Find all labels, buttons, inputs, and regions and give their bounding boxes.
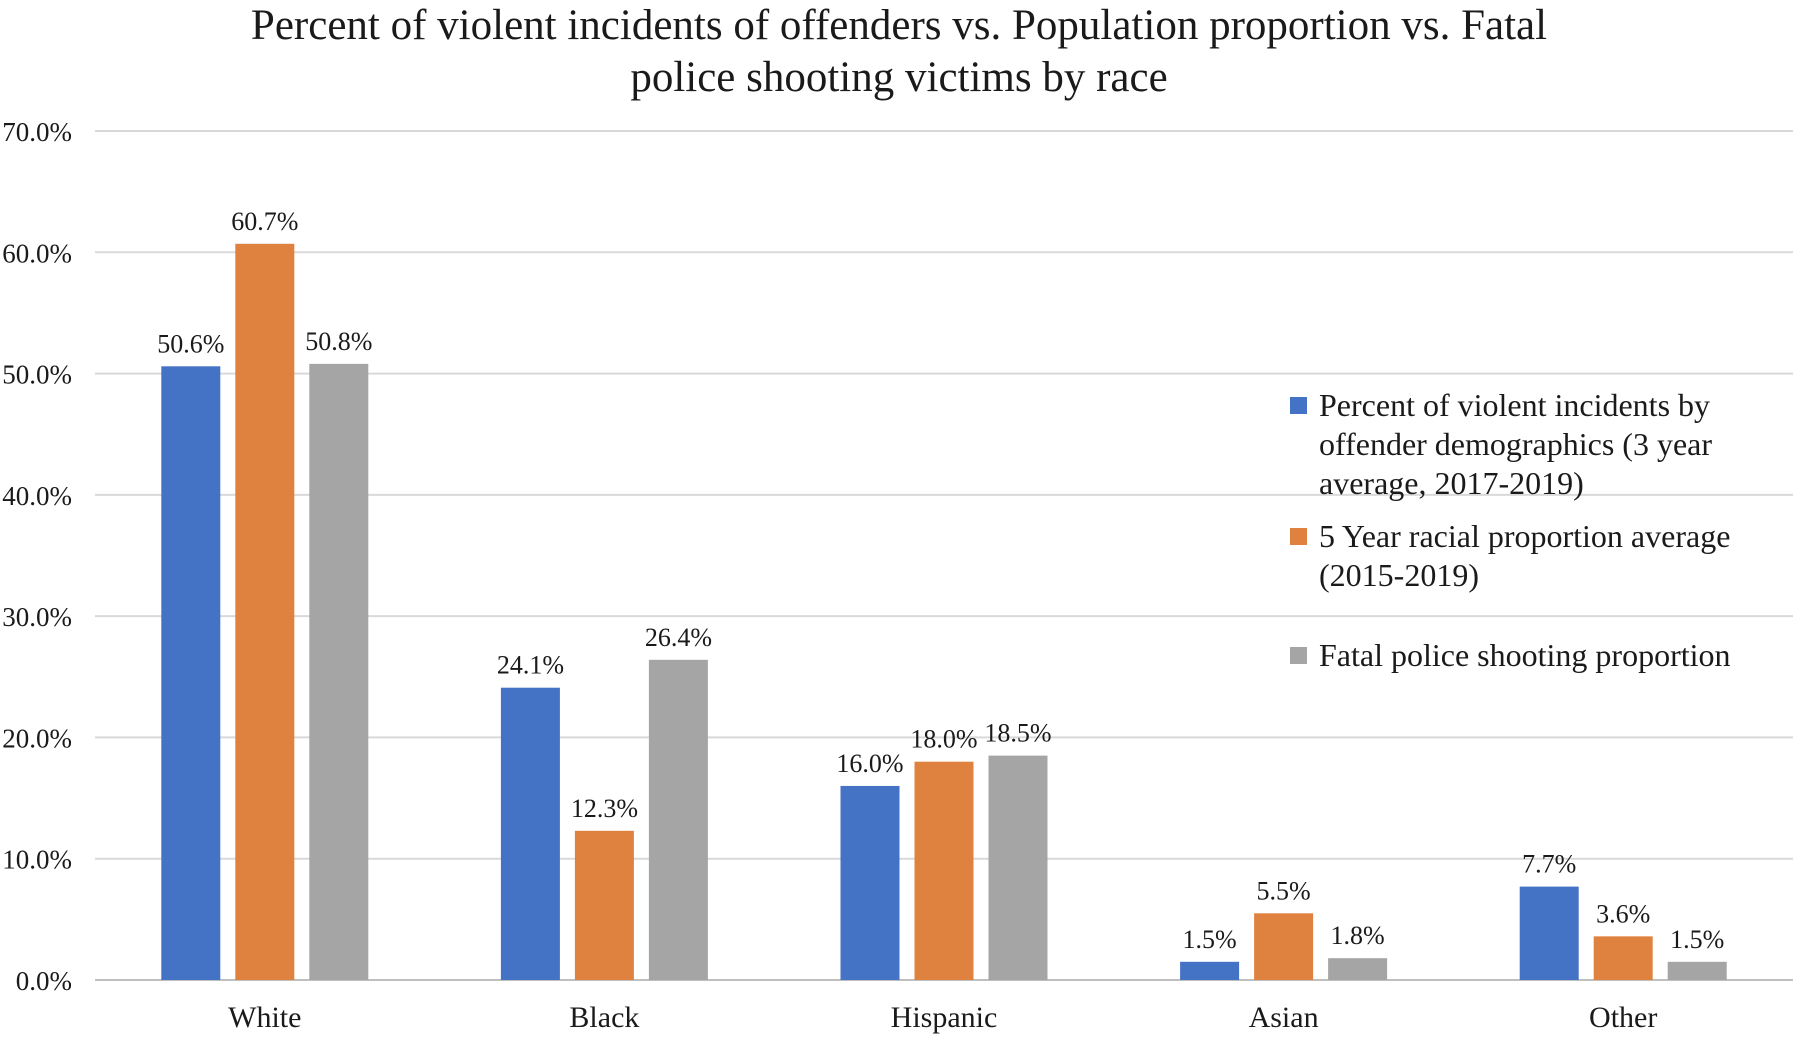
data-label: 3.6% xyxy=(1596,899,1650,928)
bar-asian-series-1 xyxy=(1180,961,1240,980)
y-tick-label: 10.0% xyxy=(2,845,72,875)
x-category-label: Other xyxy=(1589,1001,1657,1034)
bar-hispanic-series-2 xyxy=(914,761,974,980)
data-label: 1.8% xyxy=(1331,921,1385,950)
chart-title-line-1: Percent of violent incidents of offender… xyxy=(250,2,1548,49)
bar-black-series-1 xyxy=(500,687,560,980)
data-label: 18.5% xyxy=(984,719,1051,748)
data-label: 50.6% xyxy=(157,329,224,358)
bar-white-series-1 xyxy=(161,366,221,980)
legend-label-line: Percent of violent incidents by xyxy=(1319,387,1711,423)
legend-swatch-orange xyxy=(1290,528,1307,545)
data-label: 1.5% xyxy=(1670,925,1724,954)
x-category-label: Hispanic xyxy=(891,1001,998,1034)
x-category-label: Asian xyxy=(1249,1001,1319,1034)
data-label: 12.3% xyxy=(571,794,638,823)
bar-black-series-2 xyxy=(574,830,634,980)
chart-title-line-2: police shooting victims by race xyxy=(630,54,1168,101)
legend-item-offender-demographics: Percent of violent incidents by offender… xyxy=(1290,386,1790,503)
legend-label-line: average, 2017-2019) xyxy=(1319,465,1584,501)
data-label: 24.1% xyxy=(497,651,564,680)
data-label: 16.0% xyxy=(836,749,903,778)
data-label: 5.5% xyxy=(1257,876,1311,905)
legend-label-line: (2015-2019) xyxy=(1319,557,1479,593)
y-tick-label: 50.0% xyxy=(2,360,72,390)
data-label: 1.5% xyxy=(1183,925,1237,954)
data-label: 7.7% xyxy=(1522,850,1576,879)
legend-swatch-gray xyxy=(1290,647,1307,664)
data-label: 60.7% xyxy=(231,207,298,236)
y-tick-label: 70.0% xyxy=(2,117,72,147)
bar-other-series-1 xyxy=(1519,886,1579,980)
chart-legend: Percent of violent incidents by offender… xyxy=(1290,386,1790,675)
bar-hispanic-series-3 xyxy=(988,755,1048,980)
bar-white-series-2 xyxy=(235,243,295,980)
legend-item-racial-proportion: 5 Year racial proportion average (2015-2… xyxy=(1290,517,1790,595)
bar-asian-series-2 xyxy=(1254,913,1314,980)
x-category-label: White xyxy=(228,1001,301,1034)
chart-title: Percent of violent incidents of offender… xyxy=(0,0,1798,104)
legend-label-line: 5 Year racial proportion average xyxy=(1319,518,1731,554)
bar-other-series-3 xyxy=(1667,961,1727,980)
bar-asian-series-3 xyxy=(1328,958,1388,980)
legend-label-line: Fatal police shooting proportion xyxy=(1319,637,1731,673)
legend-swatch-blue xyxy=(1290,397,1307,414)
y-tick-label: 30.0% xyxy=(2,602,72,632)
data-label: 18.0% xyxy=(910,725,977,754)
bar-black-series-3 xyxy=(648,659,708,980)
y-tick-label: 20.0% xyxy=(2,723,72,753)
y-tick-label: 0.0% xyxy=(16,966,72,996)
bar-white-series-3 xyxy=(309,363,369,981)
legend-item-fatal-shooting: Fatal police shooting proportion xyxy=(1290,636,1790,675)
x-category-label: Black xyxy=(569,1001,639,1034)
data-label: 50.8% xyxy=(305,327,372,356)
y-tick-label: 40.0% xyxy=(2,481,72,511)
bar-hispanic-series-1 xyxy=(840,785,900,980)
y-tick-label: 60.0% xyxy=(2,238,72,268)
data-label: 26.4% xyxy=(645,623,712,652)
legend-label-line: offender demographics (3 year xyxy=(1319,426,1713,462)
bar-other-series-2 xyxy=(1593,936,1653,980)
